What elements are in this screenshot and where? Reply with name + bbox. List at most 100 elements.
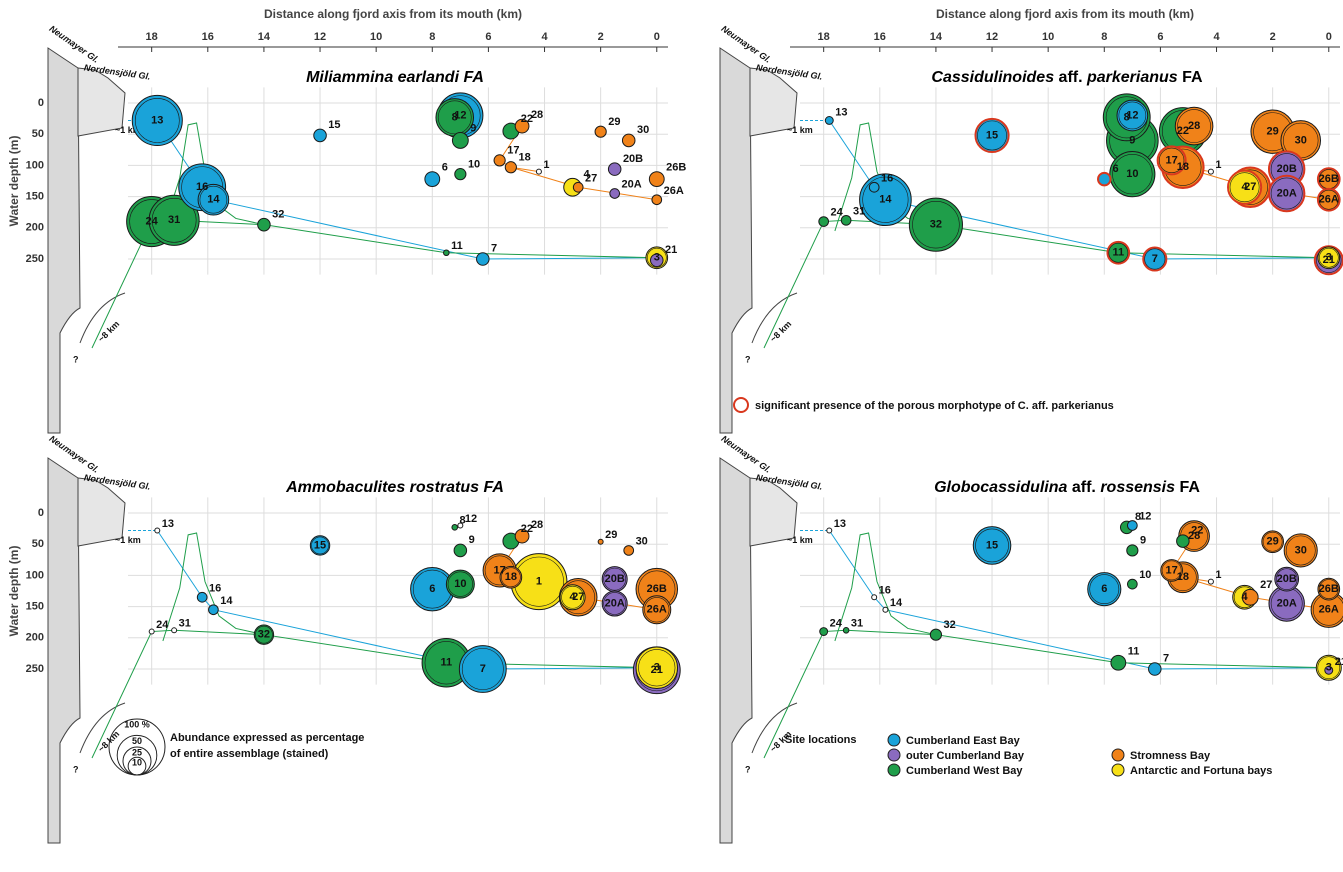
x-tick-label: 2 bbox=[1270, 31, 1276, 43]
stained-ring bbox=[1275, 568, 1298, 590]
unknown-mark: ? bbox=[745, 354, 751, 364]
site-bubble bbox=[253, 624, 275, 645]
site-label: 4 bbox=[1242, 181, 1249, 193]
stained-ring bbox=[644, 597, 670, 623]
site-label: 7 bbox=[1163, 653, 1169, 665]
site-bubble bbox=[1126, 578, 1138, 590]
size-legend-text: of entire assemblage (stained) bbox=[170, 748, 329, 760]
size-key-label: 100 % bbox=[124, 719, 150, 729]
site-label: 28 bbox=[1188, 530, 1200, 542]
stained-ring bbox=[975, 528, 1009, 563]
y-tick-label: 50 bbox=[32, 128, 44, 140]
x-tick-label: 14 bbox=[258, 31, 271, 43]
stained-ring bbox=[1159, 147, 1185, 174]
site-label: 32 bbox=[944, 619, 956, 631]
glacier bbox=[77, 67, 126, 137]
site-label: 20B bbox=[1277, 573, 1297, 585]
site-label: 15 bbox=[314, 539, 326, 551]
site-label: 9 bbox=[469, 534, 475, 546]
site-bubble bbox=[451, 524, 459, 531]
site-bubble bbox=[607, 162, 622, 176]
site-label: 6 bbox=[1113, 163, 1119, 175]
site-label: 20A bbox=[605, 597, 625, 609]
fjord-wall bbox=[719, 47, 753, 434]
site-label: 13 bbox=[162, 518, 174, 530]
site-label: 21 bbox=[1335, 656, 1343, 668]
site-label: 3 bbox=[654, 662, 660, 674]
site-label: 20A bbox=[622, 179, 642, 191]
x-tick-label: 6 bbox=[1157, 31, 1163, 43]
sill-profile bbox=[162, 122, 265, 232]
site-bubble bbox=[445, 569, 475, 599]
x-tick-label: 4 bbox=[1213, 31, 1220, 43]
title-part: FA bbox=[1175, 479, 1200, 496]
site-label: 13 bbox=[834, 518, 846, 530]
x-tick-label: 18 bbox=[146, 31, 158, 43]
stained-ring bbox=[461, 648, 504, 690]
stained-ring bbox=[1262, 531, 1283, 552]
site-bubble bbox=[1317, 246, 1341, 270]
site-label: 13 bbox=[151, 114, 163, 126]
site-label: 12 bbox=[1139, 511, 1151, 523]
x-tick-label: 4 bbox=[541, 31, 548, 43]
site-bubble bbox=[457, 522, 464, 529]
stained-ring bbox=[151, 197, 197, 243]
x-tick-label: 16 bbox=[874, 31, 886, 43]
site-bubble bbox=[131, 94, 183, 147]
y-tick-label: 250 bbox=[26, 663, 44, 675]
x-tick-label: 8 bbox=[1101, 31, 1107, 43]
stained-ring bbox=[1318, 579, 1339, 599]
site-label: 29 bbox=[605, 529, 617, 541]
site-bubble bbox=[257, 217, 271, 232]
site-label: 8 bbox=[452, 111, 458, 123]
site-bubble bbox=[196, 591, 208, 603]
glacier bbox=[749, 67, 798, 137]
y-tick-label: 150 bbox=[26, 191, 44, 203]
stained-ring bbox=[1229, 172, 1260, 203]
site-label: 9 bbox=[1129, 134, 1135, 146]
site-label: 26B bbox=[1319, 173, 1339, 185]
site-label: 7 bbox=[1152, 253, 1158, 265]
distance-note: ~1 km bbox=[115, 125, 141, 135]
site-bubble bbox=[476, 252, 490, 266]
seafloor-curve bbox=[751, 702, 798, 754]
legend-label: Cumberland East Bay bbox=[906, 735, 1021, 747]
site-bubble bbox=[154, 527, 161, 534]
y-axis-title: Water depth (m) bbox=[7, 546, 21, 637]
site-label: 3 bbox=[654, 252, 660, 264]
sill-profile bbox=[162, 532, 265, 642]
site-bubble bbox=[623, 545, 635, 556]
site-label: 26B bbox=[666, 162, 686, 174]
site-bubble bbox=[309, 535, 331, 556]
site-label: 17 bbox=[1166, 154, 1178, 166]
site-label: 28 bbox=[531, 109, 543, 121]
site-bubble bbox=[1109, 151, 1156, 198]
site-label: 31 bbox=[168, 214, 180, 226]
legend-swatch bbox=[887, 763, 901, 777]
site-bubble bbox=[609, 188, 621, 199]
legend-label: Cumberland West Bay bbox=[906, 765, 1023, 777]
site-label: 16 bbox=[209, 582, 221, 594]
glacier bbox=[77, 477, 126, 547]
site-label: 16 bbox=[879, 585, 891, 597]
site-bubble bbox=[868, 181, 880, 193]
stained-ring bbox=[1112, 153, 1153, 195]
stained-ring bbox=[311, 536, 329, 555]
site-label: 15 bbox=[986, 539, 998, 551]
stained-ring bbox=[1285, 535, 1316, 566]
chart-title: Globocassidulina aff. rossensis FA bbox=[934, 479, 1200, 496]
stained-ring bbox=[561, 585, 584, 609]
site-bubble bbox=[824, 116, 834, 125]
site-bubble bbox=[453, 543, 468, 558]
site-label: 17 bbox=[494, 564, 506, 576]
fjord-wall bbox=[47, 457, 81, 844]
site-label: 27 bbox=[585, 172, 597, 184]
panel: Distance along fjord axis from its mouth… bbox=[7, 7, 686, 434]
porous-note: significant presence of the porous morph… bbox=[755, 400, 1114, 412]
site-bubble bbox=[1097, 171, 1112, 187]
site-label: 18 bbox=[1177, 161, 1189, 173]
site-bubble bbox=[642, 595, 672, 625]
site-bubble bbox=[1241, 588, 1259, 606]
site-label: 22 bbox=[1191, 525, 1203, 537]
site-label: 20A bbox=[1277, 597, 1297, 609]
